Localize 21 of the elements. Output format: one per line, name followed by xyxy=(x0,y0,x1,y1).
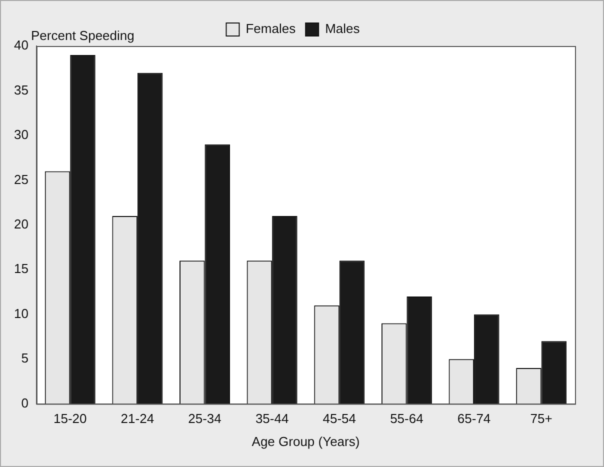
y-tick-label: 5 xyxy=(21,350,28,366)
x-tick-label: 21-24 xyxy=(120,411,154,426)
y-tick-label: 15 xyxy=(14,261,28,276)
y-axis-title: Percent Speeding xyxy=(31,28,134,44)
y-tick-label: 35 xyxy=(14,82,28,98)
y-tick-label: 20 xyxy=(14,216,28,232)
y-tick-label: 25 xyxy=(14,172,28,187)
y-tick-label: 0 xyxy=(21,395,28,410)
x-tick-label: 55-64 xyxy=(390,411,424,426)
x-tick-label: 75+ xyxy=(530,411,552,426)
x-tick-label: 25-34 xyxy=(188,411,222,426)
legend-label: Females xyxy=(246,21,296,36)
y-tick-label: 40 xyxy=(14,38,28,53)
x-tick-label: 45-54 xyxy=(322,411,356,426)
y-tick-label: 30 xyxy=(14,127,28,142)
legend-label: Males xyxy=(325,21,360,36)
x-tick-label: 35-44 xyxy=(255,411,289,426)
x-tick-label: 15-20 xyxy=(53,411,87,426)
x-tick-label: 65-74 xyxy=(457,411,491,426)
y-tick-label: 10 xyxy=(14,306,28,321)
x-axis-title: Age Group (Years) xyxy=(252,434,360,449)
